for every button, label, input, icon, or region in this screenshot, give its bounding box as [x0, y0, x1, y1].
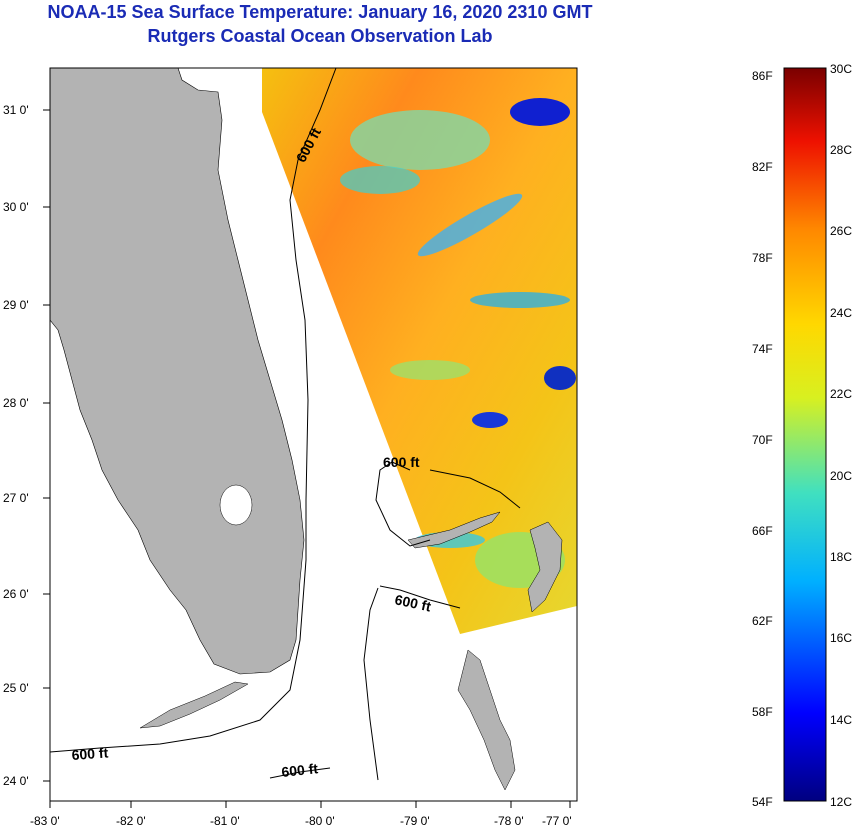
lat-tick-label: 28 0': [3, 396, 29, 410]
cbar-f-label: 70F: [752, 433, 773, 447]
cbar-c-label: 14C: [830, 713, 852, 727]
lat-tick-label: 30 0': [3, 200, 29, 214]
contour-label-2: 600 ft: [383, 454, 420, 470]
cbar-c-label: 16C: [830, 631, 852, 645]
lon-tick-label: -83 0': [30, 814, 60, 828]
colorbar-fahrenheit-labels: 86F 82F 78F 74F 70F 66F 62F 58F 54F: [752, 69, 773, 809]
lon-tick-label: -82 0': [116, 814, 146, 828]
map-subtitle: Rutgers Coastal Ocean Observation Lab: [147, 26, 493, 46]
cbar-c-label: 26C: [830, 224, 852, 238]
abaco-island: [527, 521, 563, 613]
lat-tick-label: 26 0': [3, 587, 29, 601]
cbar-f-label: 86F: [752, 69, 773, 83]
florida-keys: [139, 681, 249, 729]
cbar-f-label: 82F: [752, 160, 773, 174]
colorbar: [783, 67, 827, 802]
lon-tick-label: -79 0': [400, 814, 430, 828]
lon-tick-label: -80 0': [305, 814, 335, 828]
cbar-f-label: 78F: [752, 251, 773, 265]
lon-tick-label: -77 0': [542, 814, 572, 828]
lon-tick-label: -78 0': [494, 814, 524, 828]
cbar-c-label: 30C: [830, 62, 852, 76]
cbar-c-label: 22C: [830, 387, 852, 401]
cbar-f-label: 66F: [752, 524, 773, 538]
cbar-c-label: 20C: [830, 469, 852, 483]
cbar-c-label: 12C: [830, 795, 852, 809]
andros-island: [457, 649, 516, 791]
cbar-f-label: 74F: [752, 342, 773, 356]
florida-land: [50, 68, 305, 675]
grand-bahama: [407, 511, 501, 549]
contour-label-5: 600 ft: [281, 760, 319, 780]
contour-label-3: 600 ft: [393, 591, 432, 614]
cbar-c-label: 18C: [830, 550, 852, 564]
lon-tick-label: -81 0': [210, 814, 240, 828]
lat-tick-label: 27 0': [3, 491, 29, 505]
tick-marks: [43, 109, 571, 808]
cbar-c-label: 24C: [830, 306, 852, 320]
cbar-f-label: 58F: [752, 705, 773, 719]
lat-tick-label: 25 0': [3, 681, 29, 695]
lat-tick-label: 29 0': [3, 298, 29, 312]
map-title: NOAA-15 Sea Surface Temperature: January…: [47, 2, 593, 22]
lat-tick-label: 31 0': [3, 103, 29, 117]
depth-contours: [50, 68, 521, 781]
map-frame: [49, 67, 578, 802]
contour-label-4: 600 ft: [71, 744, 109, 763]
cbar-c-label: 28C: [830, 143, 852, 157]
lat-tick-label: 24 0': [3, 774, 29, 788]
lake-okeechobee: [219, 484, 253, 526]
cbar-f-label: 54F: [752, 795, 773, 809]
colorbar-celsius-labels: 30C 28C 26C 24C 22C 20C 18C 16C 14C 12C: [830, 62, 852, 809]
cbar-f-label: 62F: [752, 614, 773, 628]
